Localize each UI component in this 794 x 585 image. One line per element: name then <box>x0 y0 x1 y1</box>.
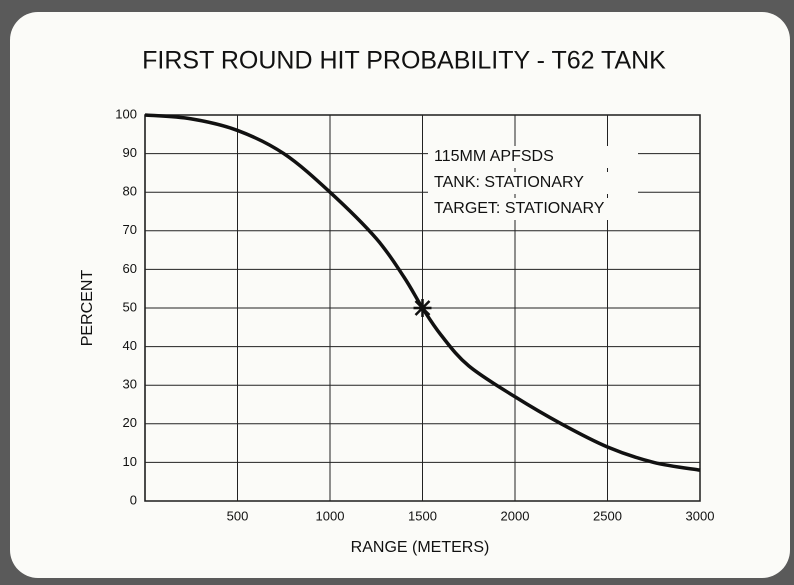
annotation: TARGET: STATIONARY <box>434 200 605 217</box>
x-tick-label: 2500 <box>593 508 622 523</box>
chart-title: FIRST ROUND HIT PROBABILITY - T62 TANK <box>142 47 666 75</box>
y-tick-label: 50 <box>123 299 137 314</box>
y-tick-label: 70 <box>123 222 137 237</box>
x-tick-label: 1000 <box>316 508 345 523</box>
annotation-bg <box>428 198 668 220</box>
y-axis-label: PERCENT <box>79 270 96 347</box>
highlight-marker <box>413 299 432 317</box>
y-tick-label: 60 <box>123 261 137 276</box>
x-tick-label: 2000 <box>501 508 530 523</box>
annotation: TANK: STATIONARY <box>434 174 584 191</box>
annotation-bg <box>428 172 638 194</box>
y-tick-label: 10 <box>123 454 137 469</box>
annotation: 115MM APFSDS <box>434 148 554 165</box>
y-tick-label: 30 <box>123 377 137 392</box>
x-tick-label: 3000 <box>686 508 715 523</box>
y-tick-label: 40 <box>123 338 137 353</box>
y-tick-label: 0 <box>130 492 137 507</box>
y-tick-label: 80 <box>123 184 137 199</box>
annotation-bg <box>428 146 638 168</box>
x-axis-label: RANGE (METERS) <box>351 539 490 556</box>
y-tick-label: 20 <box>123 415 137 430</box>
x-tick-label: 1500 <box>408 508 437 523</box>
x-tick-label: 500 <box>227 508 249 523</box>
y-tick-label: 90 <box>123 145 137 160</box>
y-tick-label: 100 <box>115 106 137 121</box>
panel <box>10 12 790 578</box>
